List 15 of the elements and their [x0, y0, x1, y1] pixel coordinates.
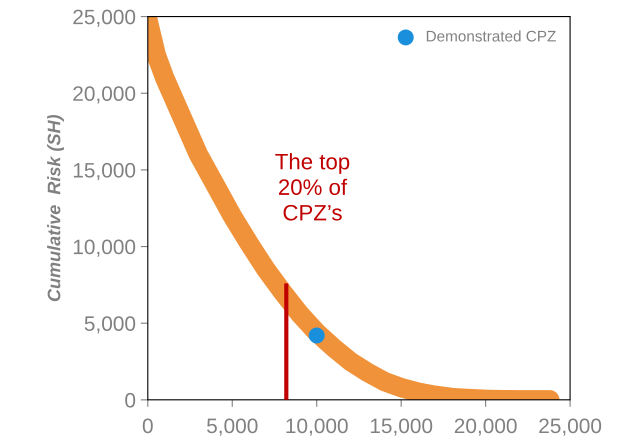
x-tick-label: 5,000	[207, 418, 258, 436]
y-tick-label: 0	[125, 392, 136, 408]
y-tick-label: 15,000	[74, 162, 136, 180]
x-tick-label: 25,000	[539, 418, 602, 436]
y-tick-label: 10,000	[74, 240, 136, 257]
x-tick-label: 10,000	[286, 418, 348, 436]
annotation: The top 20% of CPZ’s	[275, 153, 350, 221]
y-tick-label: 25,000	[73, 10, 136, 27]
x-tick-label: 15,000	[370, 418, 432, 436]
y-axis-title: Cumulative Risk (SH)	[47, 114, 64, 302]
y-tick-label: 20,000	[73, 86, 136, 104]
y-tick-label: 5,000	[84, 316, 136, 334]
x-tick-label: 0	[142, 418, 153, 434]
x-tick-label: 20,000	[454, 418, 517, 436]
legend-label: Demonstrated CPZ	[426, 30, 556, 42]
